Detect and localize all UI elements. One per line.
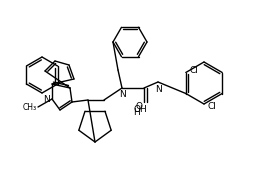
Text: N: N xyxy=(119,90,125,99)
Text: N: N xyxy=(44,94,50,103)
Text: N: N xyxy=(155,85,161,94)
Text: H: H xyxy=(133,108,139,117)
Text: Cl: Cl xyxy=(189,66,198,75)
Text: Cl: Cl xyxy=(207,102,217,111)
Text: OH: OH xyxy=(133,105,147,114)
Text: CH₃: CH₃ xyxy=(23,102,37,111)
Text: O: O xyxy=(135,102,143,111)
